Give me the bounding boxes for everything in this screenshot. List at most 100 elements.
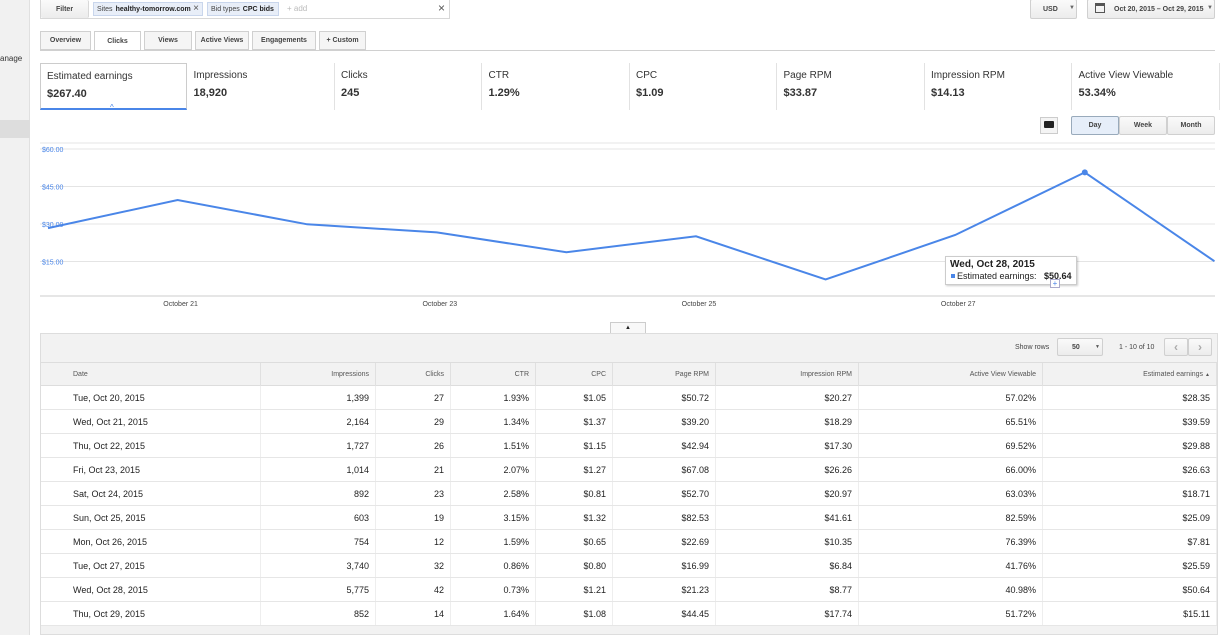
tab[interactable]: Views [144, 31, 192, 50]
table-cell: 754 [261, 530, 376, 553]
filter-chip[interactable]: Bid types CPC bids [207, 2, 279, 16]
table-cell: 65.51% [859, 410, 1043, 433]
table-cell: 51.72% [859, 602, 1043, 625]
rows-select[interactable]: 50 [1057, 338, 1103, 356]
table-cell: Sun, Oct 25, 2015 [41, 506, 261, 529]
tooltip-plus: + [1050, 279, 1060, 288]
column-header-text: Impression RPM [800, 371, 852, 378]
granularity-button[interactable]: Day [1071, 116, 1119, 135]
filter-clear[interactable]: × [437, 1, 445, 15]
column-header[interactable]: Active View Viewable [859, 363, 1043, 386]
x-tick-label: October 27 [941, 301, 976, 308]
tab[interactable]: + Custom [319, 31, 366, 50]
table-cell: 21 [376, 458, 451, 481]
sidebar-text[interactable]: anage [0, 54, 23, 63]
metric-card[interactable]: Clicks 245 [335, 63, 482, 110]
table-cell: 603 [261, 506, 376, 529]
table-cell: 32 [376, 554, 451, 577]
column-header[interactable]: Page RPM [613, 363, 716, 386]
pagination: 1 - 10 of 10 [1119, 344, 1155, 351]
column-header-text: Date [73, 371, 88, 378]
table-cell: $26.26 [716, 458, 859, 481]
table-cell: $20.27 [716, 386, 859, 409]
metric-card[interactable]: Impression RPM $14.13 [925, 63, 1072, 110]
metric-card[interactable]: Estimated earnings $267.40 [40, 63, 187, 110]
table-cell: Tue, Oct 27, 2015 [41, 554, 261, 577]
granularity-button[interactable]: Month [1167, 116, 1215, 135]
chart: $15.00 $30.00 $45.00 $60.00 October 21 Octobe… [40, 142, 1215, 308]
table-cell: 1.34% [451, 410, 536, 433]
chip-remove[interactable]: × [193, 3, 199, 14]
metric-card[interactable]: Active View Viewable 53.34% [1073, 63, 1220, 110]
metric-label: Page RPM [783, 70, 832, 81]
metric-card[interactable]: CPC $1.09 [630, 63, 777, 110]
table-cell: $16.99 [613, 554, 716, 577]
filter-input[interactable]: + add [287, 4, 308, 13]
table-cell: $21.23 [613, 578, 716, 601]
table-cell: $8.77 [716, 578, 859, 601]
metric-value: 53.34% [1078, 87, 1116, 99]
tooltip-label: Estimated earnings: [957, 271, 1037, 281]
column-header[interactable]: CTR [451, 363, 536, 386]
table-cell: 1.51% [451, 434, 536, 457]
metric-value: 18,920 [193, 87, 228, 99]
table-panel: Show rows 50 ▼ 1 - 10 of 10 ‹ › Date Impression… [40, 333, 1218, 635]
x-tick-label: October 23 [422, 301, 457, 308]
sidebar: anage [0, 0, 30, 635]
table-cell: $1.21 [536, 578, 613, 601]
highlight-point [1081, 169, 1088, 176]
metric-value: $33.87 [783, 87, 818, 99]
table-cell: $20.97 [716, 482, 859, 505]
tab[interactable]: Clicks [94, 31, 141, 51]
y-tick-label: $30.00 [42, 222, 64, 229]
table-row: Tue, Oct 27, 2015 3,740 32 0.86% $0.80 $16.99… [41, 554, 1217, 578]
table-row: Sat, Oct 24, 2015 892 23 2.58% $0.81 $52.70 $2… [41, 482, 1217, 506]
metric-card[interactable]: Impressions 18,920 [188, 63, 335, 110]
tooltip-value: $50.64 [1044, 271, 1072, 281]
table-cell: $1.15 [536, 434, 613, 457]
metric-card[interactable]: Page RPM $33.87 [778, 63, 925, 110]
column-header[interactable]: Estimated earnings ▲ [1043, 363, 1217, 386]
table-cell: 1.59% [451, 530, 536, 553]
table-cell: 23 [376, 482, 451, 505]
table-row: Thu, Oct 22, 2015 1,727 26 1.51% $1.15 $42.94… [41, 434, 1217, 458]
table-row: Fri, Oct 23, 2015 1,014 21 2.07% $1.27 $67.08… [41, 458, 1217, 482]
table-cell: Thu, Oct 22, 2015 [41, 434, 261, 457]
currency-select[interactable]: USD [1030, 0, 1077, 19]
table-cell: $29.88 [1043, 434, 1217, 457]
table-cell: $82.53 [613, 506, 716, 529]
granularity-button[interactable]: Week [1119, 116, 1167, 135]
table-cell: $18.29 [716, 410, 859, 433]
table-cell: $22.69 [613, 530, 716, 553]
column-header-text: Estimated earnings [1143, 371, 1204, 378]
table-cell: 40.98% [859, 578, 1043, 601]
dropdown-arrow: ▼ [1095, 344, 1100, 350]
column-header[interactable]: Clicks [376, 363, 451, 386]
tooltip-title: Wed, Oct 28, 2015 [950, 259, 1035, 270]
table-row: Tue, Oct 20, 2015 1,399 27 1.93% $1.05 $50.72… [41, 386, 1217, 410]
metric-card[interactable]: CTR 1.29% [483, 63, 630, 110]
next-page[interactable]: › [1188, 338, 1212, 356]
tab[interactable]: Overview [40, 31, 91, 50]
metric-label: Impressions [193, 70, 248, 81]
tab[interactable]: Active Views [195, 31, 249, 50]
filter-button[interactable]: Filter [41, 0, 89, 18]
prev-page[interactable]: ‹ [1164, 338, 1188, 356]
column-header[interactable]: CPC [536, 363, 613, 386]
tab[interactable]: Engagements [252, 31, 316, 50]
column-header[interactable]: Impressions [261, 363, 376, 386]
metric-value: $267.40 [47, 88, 87, 100]
column-header[interactable]: Impression RPM [716, 363, 859, 386]
table-cell: 0.86% [451, 554, 536, 577]
collapse-handle[interactable]: ▲ [610, 322, 646, 333]
table-cell: Fri, Oct 23, 2015 [41, 458, 261, 481]
table-cell: 76.39% [859, 530, 1043, 553]
column-header[interactable]: Date [41, 363, 261, 386]
filter-chip[interactable]: Sites healthy-tomorrow.com × [93, 2, 203, 16]
table-cell: $44.45 [613, 602, 716, 625]
table-cell: $17.74 [716, 602, 859, 625]
table-cell: 57.02% [859, 386, 1043, 409]
date-range[interactable]: Oct 20, 2015 – Oct 29, 2015 [1087, 0, 1215, 19]
table-cell: 42 [376, 578, 451, 601]
